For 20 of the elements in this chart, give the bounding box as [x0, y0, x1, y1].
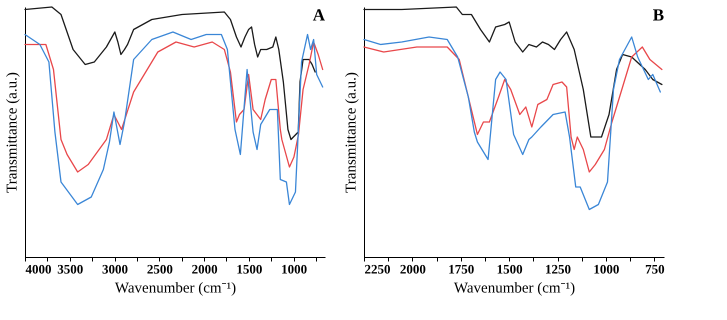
x-axis-title: Wavenumber (cm⁻¹)	[114, 280, 236, 296]
y-axis-title: Transmittance (a.u.)	[4, 72, 20, 193]
x-tick-label: 3500	[57, 262, 84, 276]
chart-title: A	[312, 5, 326, 24]
x-tick-label: 1500	[496, 262, 523, 276]
x-tick-label: 1000	[281, 262, 308, 276]
x-tick-label: 2500	[146, 262, 173, 276]
x-tick-label: 2000	[400, 262, 426, 276]
x-axis-title: Wavenumber (cm⁻¹)	[454, 280, 576, 296]
chart-title: B	[652, 5, 664, 24]
x-tick-label: 2000	[192, 262, 218, 276]
x-tick-label: 2250	[364, 262, 390, 276]
x-tick-label: 1000	[593, 262, 620, 276]
x-tick-label: 1750	[448, 262, 474, 276]
x-tick-label: 4000	[26, 262, 52, 276]
y-axis-title: Transmittance (a.u.)	[344, 72, 360, 193]
x-tick-label: 750	[645, 262, 665, 276]
x-tick-label: 1250	[545, 262, 572, 276]
x-tick-label: 1500	[236, 262, 262, 276]
x-tick-label: 3000	[102, 262, 128, 276]
